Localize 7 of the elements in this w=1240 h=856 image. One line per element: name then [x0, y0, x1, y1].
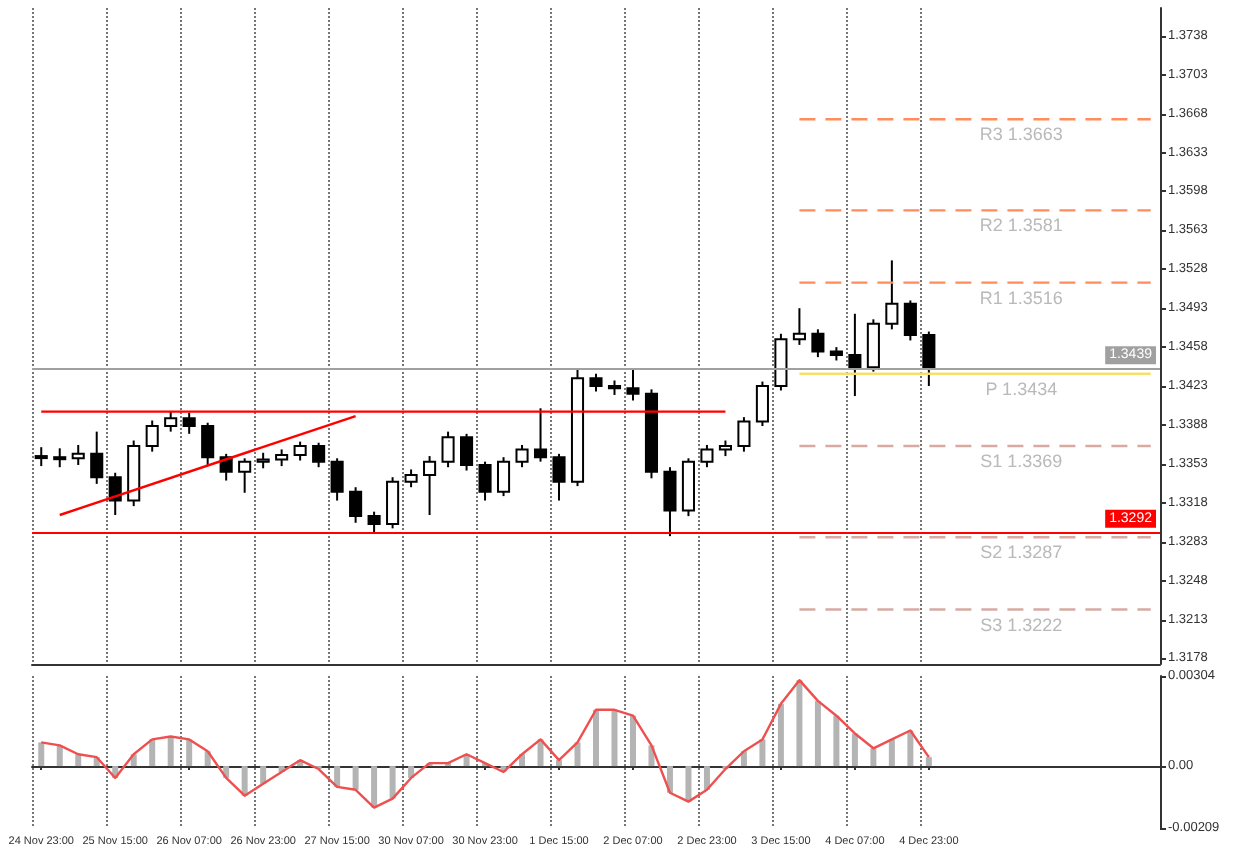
annotation: S3 1.3222: [980, 614, 1063, 635]
annotation: R2 1.3581: [979, 215, 1063, 236]
annotation: P 1.3434: [985, 378, 1058, 399]
annotation: R3 1.3663: [979, 124, 1063, 145]
annotation: R1 1.3516: [979, 287, 1063, 308]
annotation: S1 1.3369: [980, 451, 1063, 472]
annotation: S2 1.3287: [980, 542, 1063, 563]
